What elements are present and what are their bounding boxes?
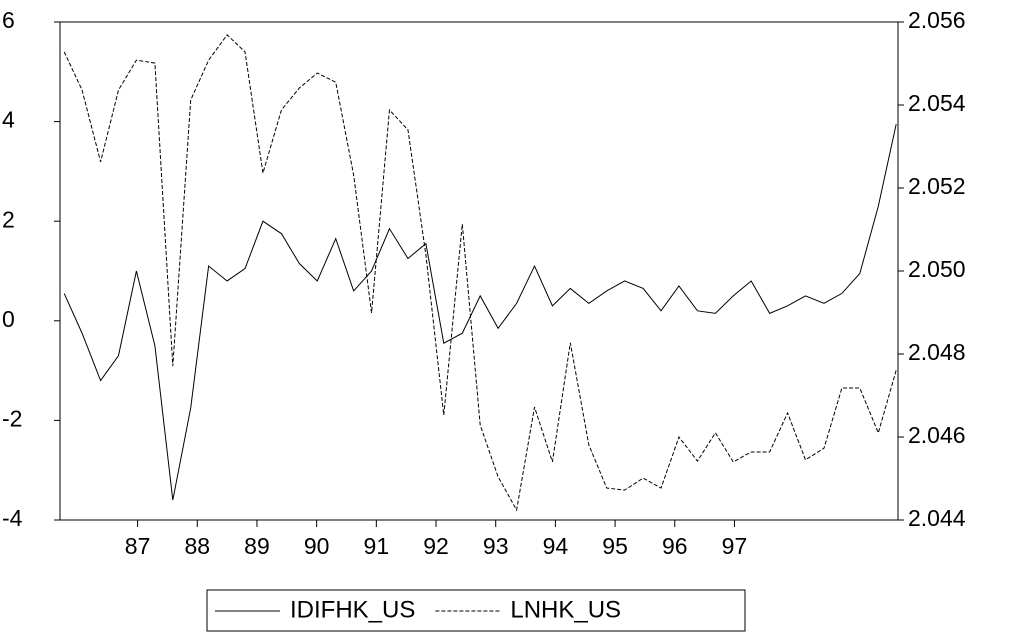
x-tick-label: 89 <box>244 533 270 559</box>
legend-label: IDIFHK_US <box>290 596 415 623</box>
x-tick-label: 92 <box>423 533 449 559</box>
legend-box <box>206 589 746 632</box>
series-line <box>63 34 897 512</box>
x-tick-label: 94 <box>543 533 569 559</box>
x-tick-label: 91 <box>364 533 390 559</box>
y-tick-label: -4 <box>2 505 23 531</box>
legend: IDIFHK_US LNHK_US <box>206 589 746 632</box>
y2-tick-label: 2.054 <box>908 90 966 116</box>
y2-tick-label: 2.056 <box>908 7 966 33</box>
y2-tick-label: 2.048 <box>908 339 966 365</box>
x-tick-label: 90 <box>304 533 330 559</box>
series-line <box>63 123 897 501</box>
y-tick-label: -2 <box>2 405 22 431</box>
y-tick-label: 2 <box>2 206 15 232</box>
x-tick-label: 95 <box>602 533 628 559</box>
legend-label: LNHK_US <box>510 596 621 623</box>
x-tick-label: 96 <box>662 533 688 559</box>
y-tick-label: 6 <box>2 7 15 33</box>
y-tick-label: 0 <box>2 306 15 332</box>
x-tick-label: 87 <box>125 533 151 559</box>
y-tick-label: 4 <box>2 107 15 133</box>
x-tick-label: 93 <box>483 533 509 559</box>
y2-tick-label: 2.050 <box>908 256 966 282</box>
y2-tick-label: 2.046 <box>908 422 966 448</box>
x-tick-label: 97 <box>722 533 748 559</box>
y2-tick-label: 2.052 <box>908 173 966 199</box>
x-tick-label: 88 <box>184 533 210 559</box>
y2-tick-label: 2.044 <box>908 505 966 531</box>
